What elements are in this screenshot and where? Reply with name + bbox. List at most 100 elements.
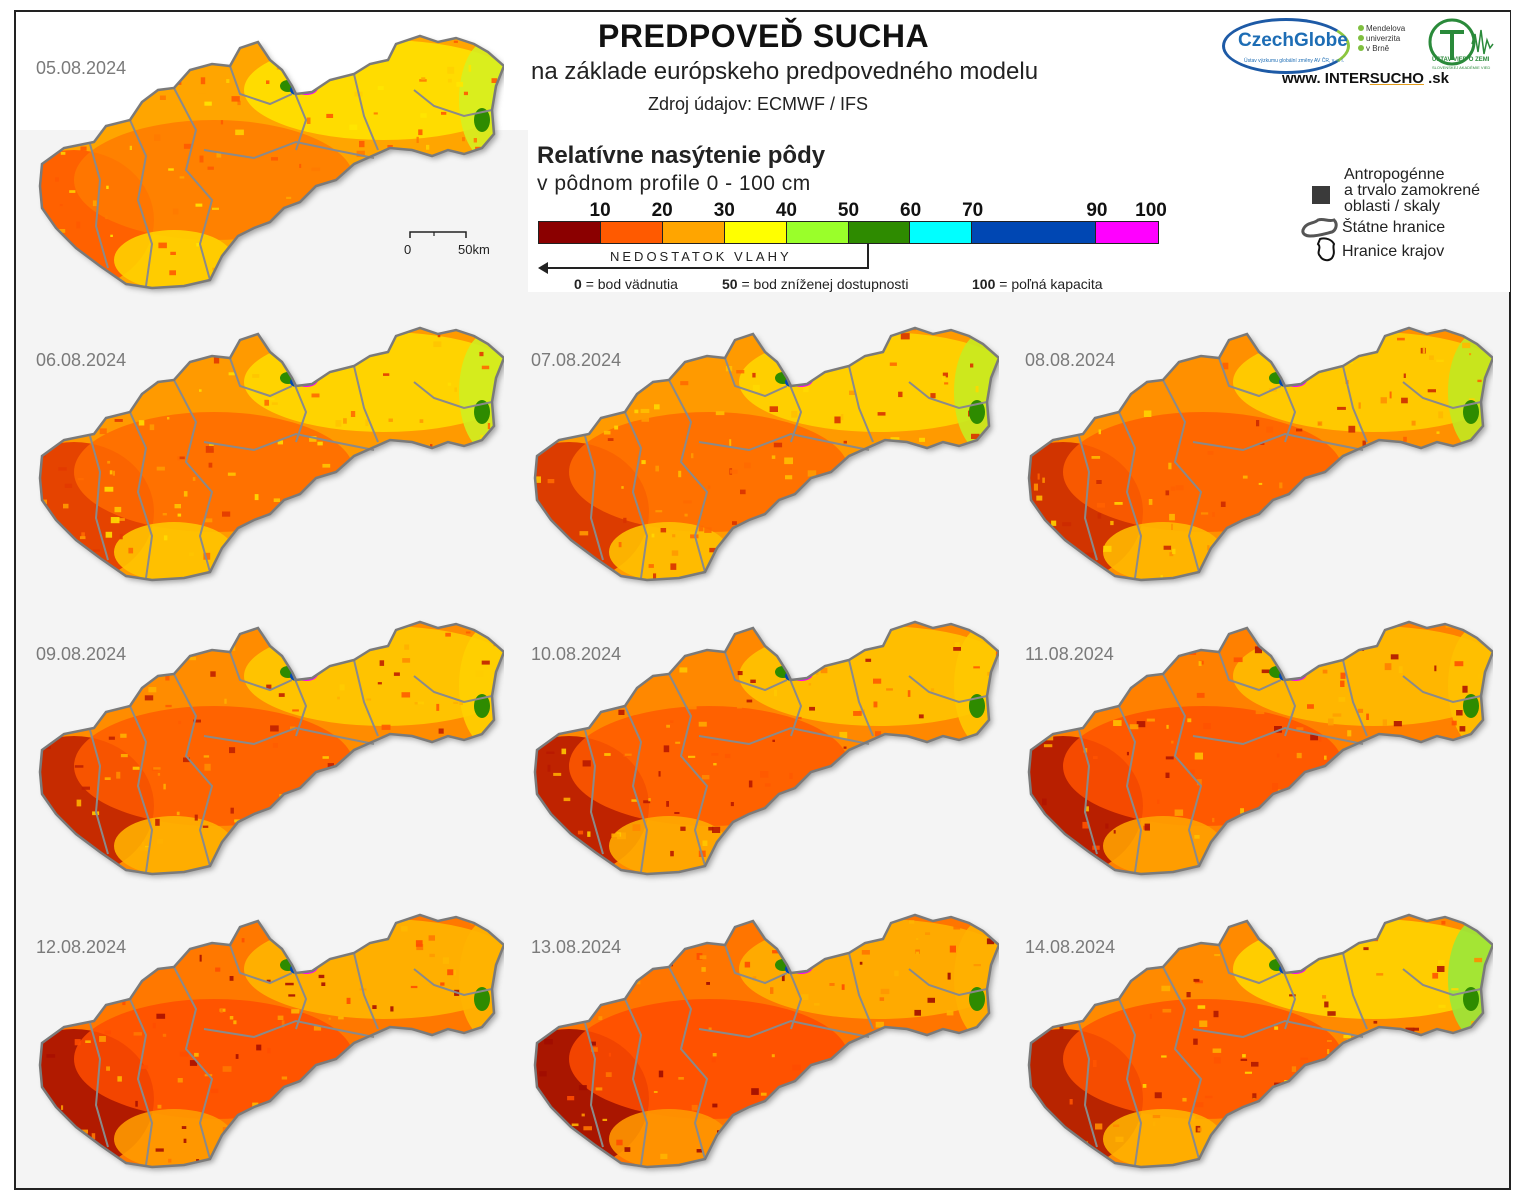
moisture-speckle [456,786,464,790]
moisture-speckle [1418,1074,1426,1078]
moisture-speckle [434,477,439,481]
ref-reduced-availability: 50 = bod zníženej dostupnosti [722,276,909,292]
moisture-speckle [442,1039,448,1046]
moisture-speckle [1244,822,1248,826]
moisture-speckle [49,590,54,595]
moisture-speckle [317,786,322,793]
moisture-speckle [863,727,867,731]
moisture-speckle [129,965,137,970]
moisture-speckle [591,1047,598,1052]
moisture-speckle [162,513,167,516]
moisture-speckle [90,358,96,361]
region-border [229,944,293,985]
earth-science-institute-logo [1428,18,1494,66]
moisture-speckle [68,48,72,53]
moisture-speckle [57,965,66,973]
moisture-speckle [237,100,241,106]
moisture-speckle [916,1123,920,1128]
moisture-speckle [398,512,401,516]
moisture-speckle [602,994,610,1001]
moisture-speckle [361,810,367,813]
moisture-speckle [674,812,680,814]
moisture-speckle [564,1153,574,1157]
website-link[interactable]: www. INTERSUCHO .sk [1282,70,1449,87]
moisture-speckle [63,404,69,410]
moisture-speckle [174,332,179,338]
moisture-speckle [299,163,302,168]
moisture-speckle [229,976,234,981]
region-border [1192,432,1364,452]
moisture-speckle [388,418,393,422]
moisture-speckle [833,484,841,489]
moisture-speckle [404,644,410,650]
moisture-speckle [660,1153,668,1159]
moisture-speckle [634,623,643,626]
moisture-speckle [416,136,419,143]
moisture-speckle [1229,915,1233,923]
central-zone [569,999,849,1119]
moisture-speckle [708,936,714,939]
moisture-speckle [1110,520,1114,526]
moisture-speckle [1097,513,1102,519]
moisture-speckle [271,922,277,925]
moisture-speckle [1398,1179,1405,1182]
moisture-speckle [1256,929,1259,932]
moisture-speckle [484,294,487,297]
moisture-speckle [1322,813,1329,817]
moisture-speckle [453,701,459,704]
moisture-speckle [78,552,85,557]
moisture-speckle [125,30,129,34]
moisture-speckle [1348,425,1356,433]
moisture-speckle [1462,511,1469,518]
region-border [413,968,493,997]
moisture-speckle [1366,713,1369,720]
moisture-speckle [1272,783,1279,791]
moisture-speckle [800,994,809,1000]
moisture-speckle [623,517,627,524]
moisture-speckle [1082,575,1085,578]
moisture-speckle [1171,523,1173,530]
moisture-speckle [1193,978,1200,982]
moisture-speckle [618,542,622,548]
moisture-speckle [621,486,624,489]
moisture-speckle [1477,379,1482,383]
moisture-speckle [1366,436,1371,444]
moisture-speckle [761,1181,770,1182]
map-date-label: 14.08.2024 [1025,937,1116,957]
deficit-label: NEDOSTATOK VLAHY [610,249,792,264]
moisture-speckle [393,672,400,676]
moisture-speckle [252,866,255,874]
moisture-speckle [256,1044,262,1051]
moisture-speckle [1062,522,1072,527]
region-border [291,964,308,1030]
moisture-speckle [696,953,703,960]
moisture-speckle [735,583,739,587]
moisture-speckle [1292,588,1299,593]
moisture-speckle [775,1153,780,1157]
soil-moisture-map [1027,913,1493,1182]
moisture-speckle [202,825,209,828]
moisture-speckle [105,996,109,1002]
moisture-speckle [317,53,321,58]
moisture-speckle [390,1006,394,1012]
region-border [203,432,375,452]
moisture-speckle [1042,477,1045,483]
moisture-speckle [40,849,43,852]
moisture-speckle [226,915,231,916]
moisture-speckle [380,835,384,841]
moisture-speckle [193,719,201,723]
moisture-speckle [1380,397,1387,404]
colorbar-tick: 30 [713,200,735,221]
moisture-speckle [398,36,404,38]
moisture-speckle [1303,808,1307,813]
moisture-speckle [1300,1057,1309,1060]
moisture-speckle [970,363,974,368]
region-border [203,140,375,160]
moisture-speckle [1276,849,1282,854]
moisture-speckle [1403,436,1407,442]
moisture-speckle [272,743,278,748]
moisture-speckle [99,1036,106,1042]
moisture-speckle [1113,1124,1120,1127]
moisture-speckle [611,833,620,837]
moisture-speckle [226,79,230,83]
